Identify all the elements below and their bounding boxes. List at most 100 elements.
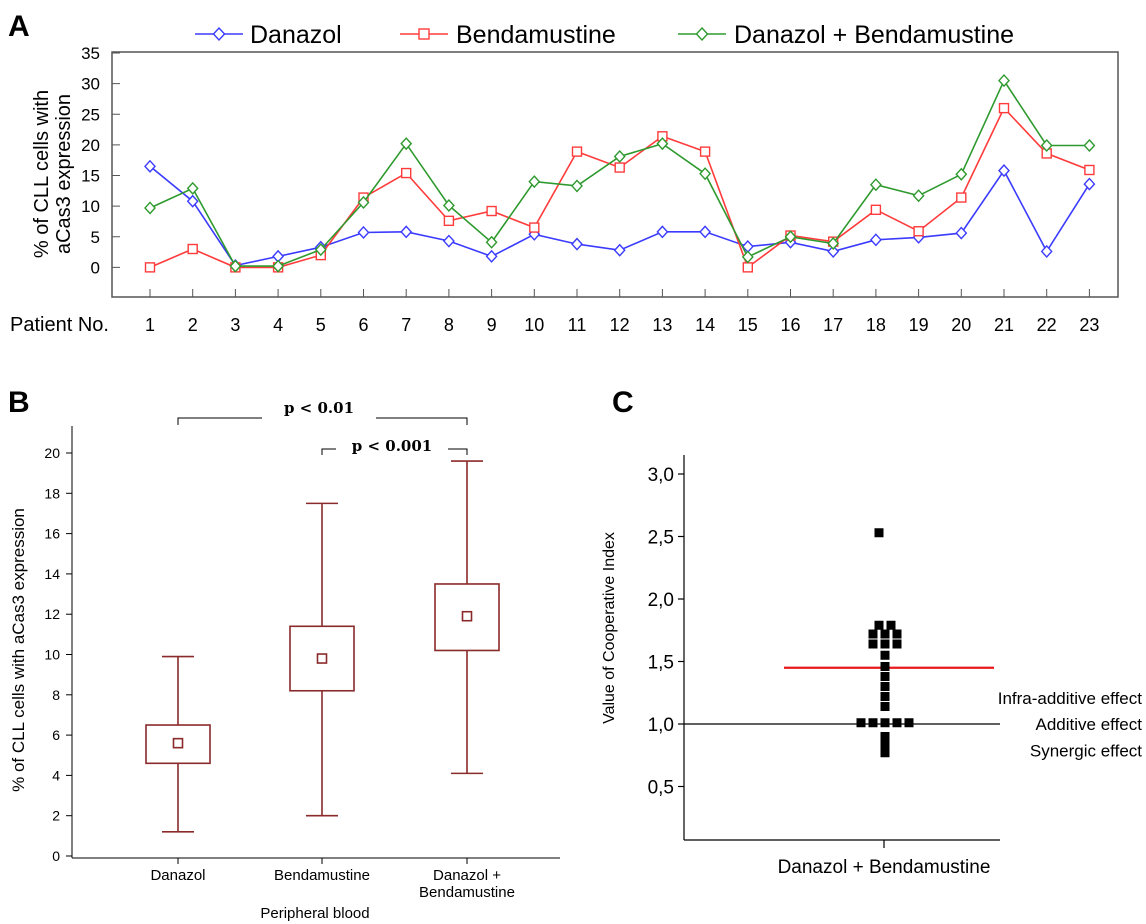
series-point [272,259,285,273]
series-point [529,222,540,233]
series-point [613,243,626,257]
data-point [880,639,890,649]
data-point [880,672,890,681]
y-tick-label: 18 [44,485,60,501]
series-line-2 [149,78,1090,267]
panel-b-y-ticks: 0 2 4 6 8 10 12 14 16 18 20 [44,445,72,864]
data-point [880,650,890,660]
region-label: Synergic effect [1030,741,1142,760]
panel-a-y-ticks: 0 5 10 15 20 25 30 35 [81,44,120,277]
y-tick-label: 2,5 [648,528,674,549]
legend-marker [212,26,226,42]
x-tick-label: Danazol [150,867,205,884]
data-point [880,629,890,639]
panel-b-annotations: p < 0.01 p < 0.001 [177,399,468,455]
y-tick-label: 14 [44,566,60,582]
y-tick-label: 2 [52,808,60,824]
x-tick-label: 4 [273,315,283,335]
data-point [874,528,884,538]
series-point [186,194,199,208]
panel-b-label: B [8,386,30,419]
panel-a-legend: Danazol Bendamustine Danazol + Bendamustin… [195,21,1014,49]
x-tick-label: 15 [738,315,758,335]
series-point [869,233,882,247]
y-tick-label: 6 [52,727,60,743]
p-value-label: p < 0.01 [284,399,354,417]
series-point [485,249,498,263]
y-tick-label: 3,0 [648,465,674,486]
y-tick-label: 20 [81,136,100,155]
x-tick-label: 21 [994,315,1014,335]
x-tick-label: 10 [524,315,544,335]
series-point [614,162,625,173]
y-tick-label: 35 [81,44,100,63]
series-point [401,167,412,179]
x-tick-label: 20 [951,315,971,335]
series-point [784,230,797,244]
series-point [400,225,413,239]
x-tick-label: 9 [487,315,497,335]
series-point [357,225,370,240]
series-point [1083,138,1096,153]
region-label: Infra-additive effect [998,689,1143,708]
series-point [741,250,754,264]
x-tick-label: 17 [823,315,843,335]
x-tick-label: 12 [610,315,630,335]
series-point [955,167,968,181]
series-point [486,205,497,217]
panel-b: B % of CLL cells with aCas3 expression P… [8,386,560,922]
panel-a-x-ticks: 1 2 3 4 5 6 7 8 9 10 11 12 13 14 15 16 17 18 19 20 21 22 23 [145,289,1099,335]
y-tick-label: 4 [52,767,60,783]
series-point [229,259,242,273]
y-tick-label: 5 [91,228,100,247]
x-tick-label: 2 [188,315,198,335]
series-point [869,178,882,192]
series-point [656,137,669,151]
mean-marker [316,653,328,664]
data-point [868,639,878,649]
bracket-right [448,448,468,455]
bracket-left [321,448,336,455]
series-point [144,201,156,215]
legend-label: Danazol + Bendamustine [734,21,1014,49]
series-point [571,237,583,251]
series-point [1084,164,1095,176]
bracket-right [376,417,468,425]
p-value-label: p < 0.001 [352,437,432,455]
panel-c-points [856,528,914,758]
data-point [892,629,902,639]
y-tick-label: 0 [91,258,100,277]
series-point [998,74,1010,88]
legend-marker [418,28,430,40]
panel-c-category-label: Danazol + Bendamustine [778,857,991,878]
x-tick-label: 22 [1037,315,1057,335]
data-point [880,718,890,728]
y-tick-label: 1,5 [648,653,674,674]
series-point [699,225,712,239]
panel-a: A % of CLL cells with aCas3 expression P… [8,10,1119,336]
mean-marker [461,610,473,622]
data-point [880,662,890,671]
series-point [956,192,967,203]
x-tick-label: Danazol + [433,867,501,884]
x-tick-label: 7 [401,315,411,335]
series-point [144,159,156,173]
additive-effect-label: Additive effect [1036,715,1143,734]
data-point [892,718,902,728]
data-point [892,639,902,649]
series-point [442,234,455,248]
panel-a-xlabel: Patient No. [10,314,109,336]
panel-b-x-ticks: Danazol Bendamustine Danazol +Bendamustine [150,858,515,901]
panel-a-series [144,74,1096,273]
series-point [998,164,1010,178]
bracket-left [177,417,262,425]
panel-a-ylabel-line2: aCas3 expression [53,94,75,254]
data-point [874,620,884,630]
x-tick-label: 18 [866,315,886,335]
data-point [880,748,890,758]
panel-c-label: C [612,386,634,419]
panel-a-ylabel-line1: % of CLL cells with [31,90,53,258]
x-tick-label: 5 [316,315,326,335]
series-point [571,179,583,193]
x-tick-label: 11 [568,315,587,335]
